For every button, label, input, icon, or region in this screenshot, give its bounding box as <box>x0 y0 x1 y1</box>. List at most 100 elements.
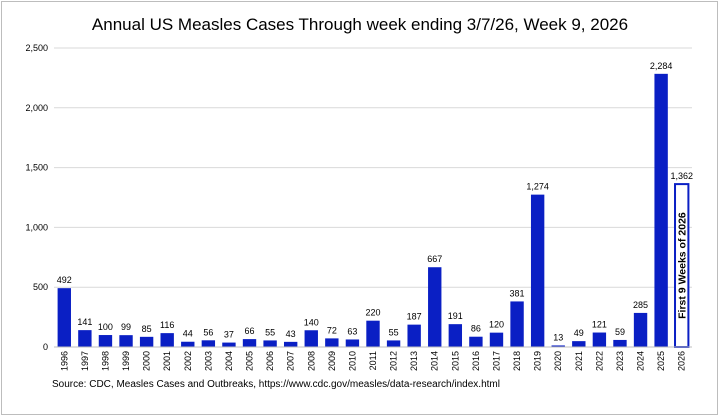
bar-2025 <box>654 73 668 347</box>
x-tick-label-2021: 2021 <box>574 351 584 371</box>
data-label-2005: 66 <box>245 326 255 336</box>
x-tick-label-2008: 2008 <box>306 351 316 371</box>
data-label-2009: 72 <box>327 325 337 335</box>
data-labels: 492 141 100 99 85 116 44 56 37 66 55 43 140 72 63 220 55… <box>57 61 693 343</box>
x-tick-label-2009: 2009 <box>327 351 337 371</box>
x-tick-label-2016: 2016 <box>471 351 481 371</box>
source-note: Source: CDC, Measles Cases and Outbreaks… <box>52 379 500 390</box>
y-tick-label: 1,500 <box>25 163 48 173</box>
bar-1999 <box>119 335 133 347</box>
data-label-2026: 1,362 <box>670 171 693 181</box>
bar-2008 <box>304 330 318 347</box>
x-tick-label-2011: 2011 <box>368 351 378 370</box>
x-tick-label-2015: 2015 <box>450 351 460 371</box>
x-tick-label-1997: 1997 <box>80 351 90 371</box>
y-axis-ticks: 0 500 1,000 1,500 2,000 2,500 <box>25 43 48 352</box>
bar-2001 <box>160 333 174 347</box>
annotation-first-9-weeks: First 9 Weeks of 2026 <box>677 212 689 319</box>
bar-2021 <box>572 341 586 347</box>
bar-2003 <box>201 340 216 347</box>
data-label-2017: 120 <box>489 320 504 330</box>
data-label-1997: 141 <box>77 317 92 327</box>
bar-2007 <box>283 341 298 347</box>
x-tick-label-2005: 2005 <box>245 351 255 371</box>
x-tick-label-2025: 2025 <box>656 351 666 371</box>
data-label-2008: 140 <box>304 317 319 327</box>
data-label-2014: 667 <box>427 254 442 264</box>
bar-2010 <box>345 339 360 347</box>
bar-1997 <box>78 330 92 347</box>
x-tick-label-2019: 2019 <box>533 351 543 371</box>
bar-2012 <box>386 340 401 347</box>
x-tick-label-2002: 2002 <box>183 351 193 371</box>
bar-2024 <box>633 312 648 347</box>
data-label-2025: 2,284 <box>650 61 673 71</box>
data-label-2013: 187 <box>407 312 422 322</box>
data-label-2018: 381 <box>510 288 525 298</box>
data-label-2001: 116 <box>160 320 174 330</box>
bar-2019 <box>530 194 545 347</box>
x-tick-label-1998: 1998 <box>100 351 110 371</box>
y-tick-label: 2,500 <box>25 43 48 53</box>
data-label-2022: 121 <box>592 320 607 330</box>
x-tick-label-2003: 2003 <box>203 351 213 371</box>
data-label-2003: 56 <box>203 327 213 337</box>
data-label-2024: 285 <box>633 300 648 310</box>
bar-2018 <box>510 301 524 347</box>
x-tick-label-2024: 2024 <box>636 351 646 371</box>
y-tick-label: 500 <box>33 282 48 292</box>
x-tick-label-2004: 2004 <box>224 351 234 371</box>
bar-2000 <box>139 336 154 347</box>
x-tick-label-2007: 2007 <box>286 351 296 371</box>
bar-1998 <box>98 335 113 347</box>
bar-2023 <box>613 339 627 347</box>
bar-2002 <box>181 341 195 347</box>
y-tick-label: 1,000 <box>25 222 48 232</box>
x-tick-label-2017: 2017 <box>491 351 501 371</box>
data-label-2012: 55 <box>389 327 399 337</box>
data-label-2006: 55 <box>265 327 275 337</box>
data-label-2002: 44 <box>183 329 193 339</box>
grid-lines <box>54 47 692 288</box>
x-tick-label-2023: 2023 <box>615 351 625 371</box>
data-label-2020: 13 <box>553 332 563 342</box>
chart-title: Annual US Measles Cases Through week end… <box>92 15 628 34</box>
data-label-2011: 220 <box>365 308 380 318</box>
y-tick-label: 2,000 <box>25 103 48 113</box>
bar-2014 <box>428 267 442 347</box>
x-tick-label-1999: 1999 <box>121 351 131 371</box>
bar-2015 <box>448 324 463 347</box>
bar-1996 <box>57 288 71 347</box>
bar-2005 <box>242 339 257 347</box>
bar-2016 <box>469 336 483 347</box>
data-label-2010: 63 <box>347 326 357 336</box>
bar-2017 <box>489 332 504 347</box>
data-label-2016: 86 <box>471 324 481 334</box>
x-tick-label-2022: 2022 <box>594 351 604 371</box>
bar-2020 <box>551 345 565 347</box>
bars <box>57 73 690 348</box>
data-label-1998: 100 <box>98 322 113 332</box>
x-tick-label-2012: 2012 <box>389 351 399 371</box>
data-label-2000: 85 <box>142 324 152 334</box>
data-label-2023: 59 <box>615 327 625 337</box>
data-label-1996: 492 <box>57 275 72 285</box>
x-tick-label-2010: 2010 <box>347 351 357 371</box>
x-tick-label-2026: 2026 <box>677 351 687 371</box>
bar-2004 <box>222 342 236 347</box>
y-tick-label: 0 <box>43 342 48 352</box>
bar-2009 <box>325 338 339 347</box>
bar-2022 <box>592 332 607 347</box>
data-label-2019: 1,274 <box>526 182 549 192</box>
data-label-1999: 99 <box>121 322 131 332</box>
x-tick-label-2000: 2000 <box>142 351 152 371</box>
data-label-2004: 37 <box>224 330 234 340</box>
x-tick-label-2020: 2020 <box>553 351 563 371</box>
x-tick-label-2014: 2014 <box>430 351 440 371</box>
x-axis-ticks: 1996 1997 1998 1999 2000 2001 2002 2003 2004 2005… <box>59 351 686 371</box>
x-tick-label-2018: 2018 <box>512 351 522 371</box>
data-label-2021: 49 <box>574 328 584 338</box>
x-tick-label-2013: 2013 <box>409 351 419 371</box>
